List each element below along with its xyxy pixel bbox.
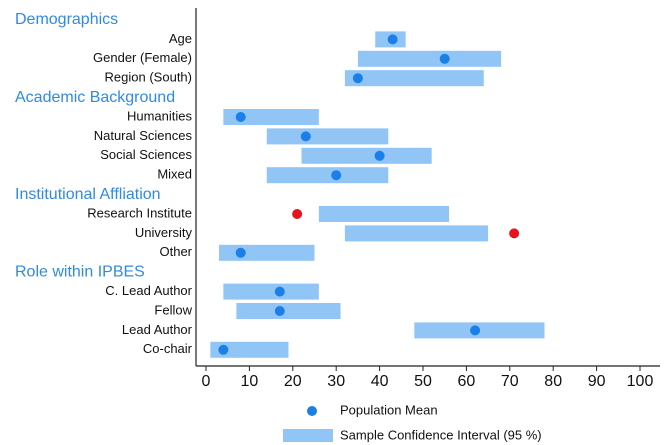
category-label: Humanities [127, 108, 193, 123]
mean-dot [387, 34, 398, 45]
interval-bar [236, 303, 341, 319]
category-label: Mixed [157, 167, 192, 182]
mean-dot [509, 228, 520, 239]
mean-dot [218, 344, 229, 355]
x-tick-label: 90 [588, 373, 606, 390]
mean-dot [331, 170, 342, 181]
category-label: Gender (Female) [93, 50, 192, 65]
x-tick-label: 10 [241, 373, 259, 390]
interval-bar [219, 244, 315, 261]
category-label: C. Lead Author [105, 283, 192, 298]
interval-bar [318, 206, 450, 222]
group-header: Role within IPBES [15, 263, 145, 280]
interval-bar [210, 341, 289, 358]
mean-dot [352, 73, 363, 84]
category-label: University [135, 225, 193, 240]
group-header: Academic Background [15, 89, 175, 106]
category-label: Social Sciences [100, 147, 192, 162]
interval-bar [344, 70, 484, 87]
mean-dot [374, 150, 385, 161]
group-header: Institutional Affliation [15, 186, 161, 203]
x-tick-label: 100 [627, 373, 654, 390]
legend-label: Sample Confidence Interval (95 %) [340, 427, 542, 442]
mean-dot [292, 209, 303, 219]
x-tick-label: 30 [327, 373, 345, 390]
x-tick-label: 40 [371, 373, 389, 390]
category-label: Region (South) [105, 70, 192, 85]
x-tick-label: 20 [284, 373, 302, 390]
legend-label: Population Mean [340, 402, 438, 417]
mean-dot [235, 247, 246, 258]
category-label: Co-chair [143, 341, 193, 356]
legend-dot [307, 406, 317, 416]
category-label: Lead Author [122, 322, 193, 337]
legend-swatch [283, 429, 333, 442]
interval-bar [301, 147, 432, 164]
category-label: Age [169, 31, 192, 46]
category-label: Fellow [154, 302, 192, 317]
x-tick-label: 70 [501, 373, 519, 390]
interval-bar [344, 225, 489, 242]
interval-bar [266, 128, 389, 145]
x-tick-label: 50 [414, 373, 432, 390]
interval-bar [223, 283, 319, 300]
mean-dot [439, 53, 450, 64]
mean-dot [274, 286, 285, 297]
x-tick-label: 0 [202, 373, 211, 390]
interval-bar [266, 167, 389, 184]
category-label: Other [159, 244, 192, 259]
category-label: Natural Sciences [94, 128, 193, 143]
x-tick-label: 60 [458, 373, 476, 390]
category-label: Research Institute [87, 205, 192, 220]
mean-dot [274, 306, 285, 316]
interval-bar [357, 50, 502, 67]
x-tick-label: 80 [544, 373, 562, 390]
group-header: Demographics [15, 11, 118, 28]
mean-dot [470, 325, 481, 336]
interval-bar [223, 109, 319, 125]
mean-dot [235, 112, 246, 122]
mean-dot [300, 131, 311, 142]
